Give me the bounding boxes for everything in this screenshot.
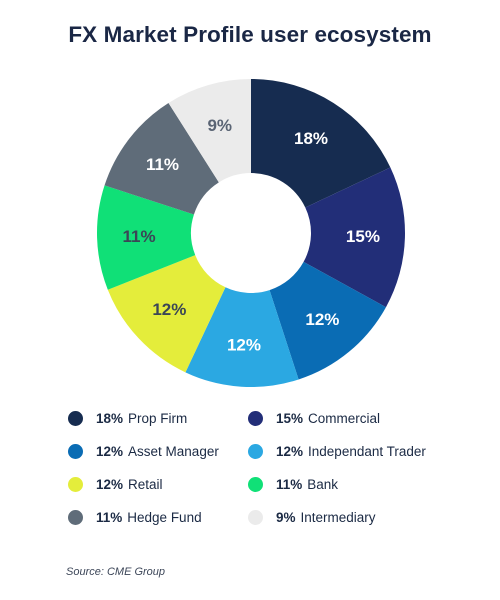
legend-swatch: [248, 443, 263, 459]
legend-value: 15%: [276, 410, 304, 426]
legend-item-bank: 11% Bank: [248, 474, 338, 494]
legend-label: Retail: [128, 476, 163, 492]
slice-label-bank: 11%: [123, 227, 156, 246]
legend-label: Commercial: [308, 410, 381, 426]
legend-swatch: [248, 509, 263, 525]
legend-value: 12%: [96, 443, 124, 459]
legend-swatch: [248, 410, 263, 426]
slice-label-intermediary: 9%: [207, 116, 232, 135]
legend-item-independant-trader: 12% Independant Trader: [248, 441, 426, 461]
legend-value: 12%: [96, 476, 124, 492]
legend-swatch: [68, 443, 83, 459]
legend-item-retail: 12% Retail: [68, 474, 163, 494]
legend-item-commercial: 15% Commercial: [248, 408, 380, 428]
legend-item-intermediary: 9% Intermediary: [248, 507, 376, 527]
slice-hedge-fund: [104, 102, 219, 215]
slice-commercial: [303, 167, 406, 308]
slice-independant-trader: [185, 287, 299, 387]
legend-value: 18%: [96, 410, 124, 426]
legend-value: 12%: [276, 443, 304, 459]
slice-retail: [107, 255, 226, 373]
legend-swatch: [68, 410, 83, 426]
slice-label-asset-manager: 12%: [305, 310, 339, 329]
chart-title: FX Market Profile user ecosystem: [68, 22, 432, 47]
legend-item-asset-manager: 12% Asset Manager: [68, 441, 219, 461]
source-note: Source: CME Group: [66, 566, 166, 578]
legend-label: Independant Trader: [308, 443, 426, 459]
legend-swatch: [68, 509, 83, 525]
legend-swatch: [68, 476, 83, 492]
legend-label: Hedge Fund: [127, 509, 202, 525]
slice-label-prop-firm: 18%: [294, 129, 328, 148]
slice-prop-firm: [251, 79, 391, 208]
legend-label: Asset Manager: [128, 443, 219, 459]
donut-chart: 18% 15% 12% 12% 12% 11% 11% 9%: [96, 79, 406, 387]
slice-label-hedge-fund: 11%: [146, 155, 179, 174]
slice-label-independant-trader: 12%: [227, 335, 261, 354]
slice-asset-manager: [269, 261, 386, 380]
legend-swatch: [248, 476, 263, 492]
legend-value: 11%: [96, 509, 123, 525]
legend-label: Bank: [307, 476, 339, 492]
slice-intermediary: [168, 79, 251, 183]
legend-value: 11%: [276, 476, 303, 492]
slice-bank: [96, 185, 196, 290]
legend-value: 9%: [276, 509, 296, 525]
slice-label-commercial: 15%: [346, 227, 380, 246]
legend-label: Prop Firm: [128, 410, 188, 426]
legend-item-prop-firm: 18% Prop Firm: [68, 408, 187, 428]
legend-label: Intermediary: [300, 509, 376, 525]
slice-label-retail: 12%: [152, 300, 186, 319]
legend-item-hedge-fund: 11% Hedge Fund: [68, 507, 202, 527]
